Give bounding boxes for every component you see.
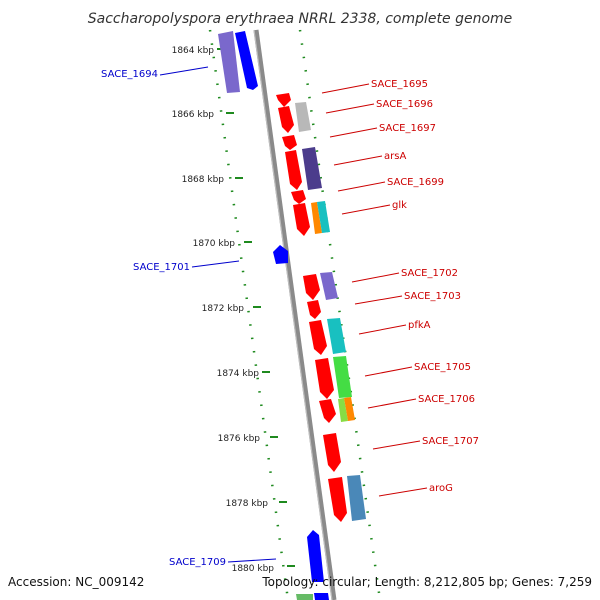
gene-label-sace-1703[interactable]: SACE_1703	[404, 291, 461, 302]
label-leader-line	[325, 103, 375, 114]
gene-label-sace-1709[interactable]: SACE_1709	[169, 557, 226, 568]
right-gene-labels: SACE_1695 SACE_1696 SACE_1697 arsA SACE_…	[321, 79, 479, 497]
gene-label-sace-1706[interactable]: SACE_1706	[418, 394, 475, 405]
gene-aroG-arrow[interactable]	[328, 477, 347, 522]
tick-label: 1874 kbp	[217, 369, 260, 379]
gene-sace-1695-arrow[interactable]	[276, 93, 291, 107]
gene-label-sace-1695[interactable]: SACE_1695	[371, 79, 428, 90]
gene-label-sace-1696[interactable]: SACE_1696	[376, 99, 433, 110]
kbp-ticks: 1864 kbp 1866 kbp 1868 kbp 1870 kbp 1872…	[172, 46, 295, 574]
gene-arsA-arrow[interactable]	[285, 150, 302, 190]
tick-label: 1868 kbp	[182, 175, 225, 185]
gene-sace-1701-arrow[interactable]	[273, 245, 288, 264]
gene-label-aroG[interactable]: aroG	[429, 483, 453, 494]
label-leader-line	[329, 127, 378, 138]
gene-sace-1706-green-block	[338, 398, 348, 422]
label-leader-line	[341, 204, 391, 215]
genome-stats-text: Topology: circular; Length: 8,212,805 bp…	[261, 575, 592, 589]
gene-sace-1697-arrow[interactable]	[282, 135, 297, 150]
label-leader-line	[378, 487, 428, 497]
gene-sace-1705-arrow[interactable]	[315, 358, 334, 399]
gene-pfkA-arrow[interactable]	[309, 320, 327, 355]
gene-label-sace-1699[interactable]: SACE_1699	[387, 177, 444, 188]
gene-sace-1696-arrow[interactable]	[278, 106, 294, 133]
gene-arsA-block	[302, 147, 322, 190]
gene-label-sace-1705[interactable]: SACE_1705	[414, 362, 471, 373]
tick-label: 1876 kbp	[218, 434, 261, 444]
tick-label: 1878 kbp	[226, 499, 269, 509]
gene-glk-arrow[interactable]	[293, 203, 310, 236]
label-leader-line	[354, 295, 403, 305]
label-leader-line	[367, 398, 417, 409]
gene-sace-1696-block	[295, 102, 311, 132]
label-leader-line	[321, 83, 370, 94]
label-leader-line	[364, 366, 413, 377]
gene-sace-1703-arrow[interactable]	[307, 300, 321, 319]
left-gene-labels: SACE_1694 SACE_1701 SACE_1709	[101, 66, 277, 568]
gene-glk-orange-block	[311, 202, 322, 234]
gene-bottom-arrow	[314, 593, 329, 600]
forward-strand-genes	[276, 93, 366, 522]
gene-sace-1702-block	[320, 272, 338, 300]
tick-label: 1864 kbp	[172, 46, 215, 56]
gene-label-glk[interactable]: glk	[392, 200, 407, 211]
gene-sace-1707-arrow[interactable]	[323, 433, 341, 472]
tick-label: 1872 kbp	[202, 304, 245, 314]
gene-label-sace-1707[interactable]: SACE_1707	[422, 436, 479, 447]
genome-backbone-highlight	[253, 29, 333, 600]
tick-label: 1866 kbp	[172, 110, 215, 120]
gene-label-sace-1694[interactable]: SACE_1694	[101, 69, 158, 80]
label-leader-line	[333, 155, 383, 166]
gene-sace-1694-arrow[interactable]	[235, 31, 258, 90]
label-leader-line	[358, 324, 407, 335]
label-leader-line	[227, 558, 277, 563]
gene-pfkA-block	[327, 318, 346, 354]
genome-backbone	[253, 29, 337, 600]
gene-glk-cyan-block	[317, 201, 330, 233]
gene-sace-1706-arrow[interactable]	[319, 399, 336, 423]
inner-dotted-track	[208, 29, 290, 600]
map-title: Saccharopolyspora erythraea NRRL 2338, c…	[88, 11, 513, 27]
label-leader-line	[337, 181, 386, 192]
gene-sace-1709-arrow[interactable]	[307, 530, 324, 582]
gene-aroG-block	[347, 475, 366, 521]
gene-sace-1699-arrow[interactable]	[291, 190, 306, 204]
label-leader-line	[372, 440, 421, 450]
gene-cluster-bottom-block	[296, 594, 313, 600]
gene-label-sace-1701[interactable]: SACE_1701	[133, 262, 190, 273]
outer-dotted-track	[298, 29, 382, 600]
gene-sace-1702-arrow[interactable]	[303, 274, 320, 300]
gene-sace-1705-block	[333, 356, 352, 398]
gene-label-pfkA[interactable]: pfkA	[408, 320, 431, 331]
label-leader-line	[351, 272, 400, 283]
gene-label-sace-1702[interactable]: SACE_1702	[401, 268, 458, 279]
gene-sace-1706-orange-block	[344, 397, 355, 421]
label-leader-line	[159, 66, 209, 76]
gene-sace-1694-pathway-block[interactable]	[218, 31, 240, 93]
label-leader-line	[191, 260, 240, 268]
tick-label: 1870 kbp	[193, 239, 236, 249]
gene-label-sace-1697[interactable]: SACE_1697	[379, 123, 436, 134]
tick-label: 1880 kbp	[232, 564, 275, 574]
gene-label-arsA[interactable]: arsA	[384, 151, 406, 162]
accession-text: Accession: NC_009142	[8, 575, 144, 589]
reverse-strand-genes	[218, 31, 329, 600]
